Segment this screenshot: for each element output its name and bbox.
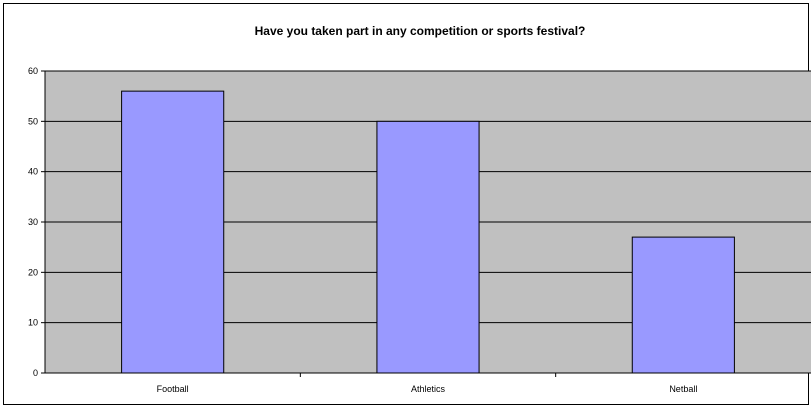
y-tick-label-40: 40 xyxy=(28,167,38,177)
y-tick-label-60: 60 xyxy=(28,66,38,76)
chart-title: Have you taken part in any competition o… xyxy=(255,24,586,38)
y-tick-label-0: 0 xyxy=(33,368,38,378)
y-tick-label-50: 50 xyxy=(28,116,38,126)
x-tick-label-athletics: Athletics xyxy=(411,384,446,394)
bar-football xyxy=(121,90,225,374)
x-tick-label-netball: Netball xyxy=(669,384,697,394)
y-tick-label-10: 10 xyxy=(28,318,38,328)
y-tick-labels: 0 10 20 30 40 50 60 xyxy=(28,66,45,378)
y-tick-label-20: 20 xyxy=(28,267,38,277)
bar-athletics xyxy=(376,120,480,374)
x-tick-label-football: Football xyxy=(157,384,189,394)
bar-netball xyxy=(631,236,735,374)
y-tick-label-30: 30 xyxy=(28,217,38,227)
x-tick-labels: Football Athletics Netball xyxy=(157,384,698,394)
